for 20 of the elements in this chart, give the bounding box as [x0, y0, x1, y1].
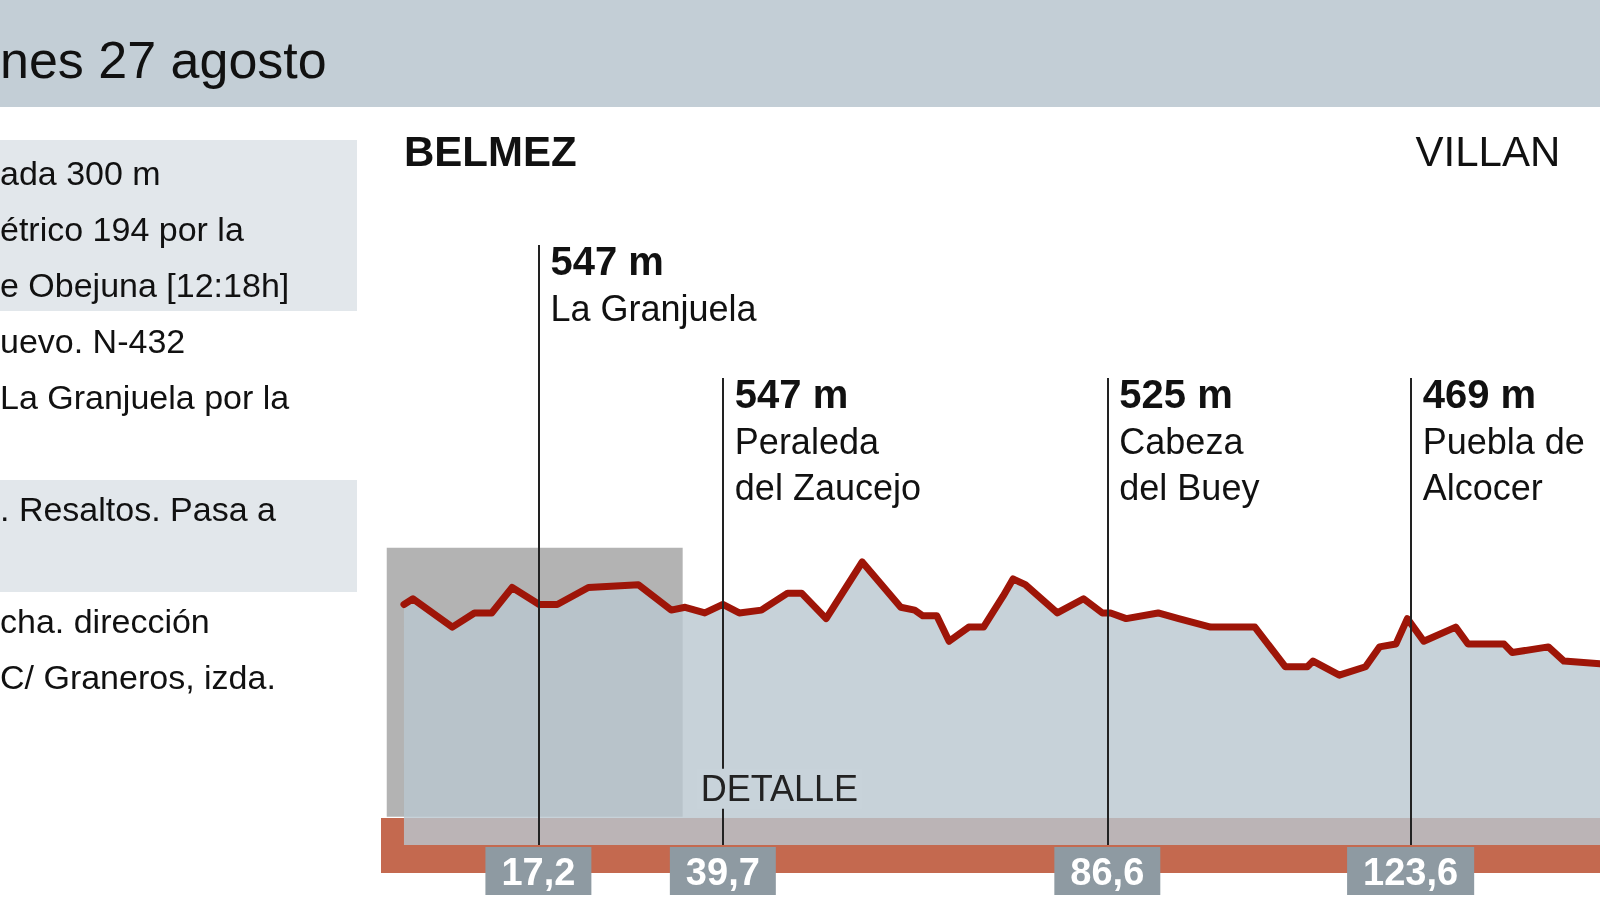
ref-line-label: 525 m Cabeza del Buey	[1119, 372, 1260, 508]
ref-line-label: 547 m Peraleda del Zaucejo	[734, 372, 921, 508]
chart-title: nes 27 agosto	[0, 30, 327, 90]
x-tick-label: 39,7	[685, 851, 760, 893]
band-label: DETALLE	[700, 768, 859, 810]
text: ada 300 m	[0, 153, 161, 193]
text: uevo. N-432	[0, 321, 186, 361]
x-tick-label: 86,6	[1070, 851, 1145, 893]
ref-line-label: 469 m Puebla de Alcocer	[1422, 372, 1585, 508]
x-tick-label: 17,2	[501, 851, 576, 893]
ref-line-label: 547 m La Granjuela	[550, 239, 758, 329]
text: . Resaltos. Pasa a	[0, 489, 276, 529]
text: La Granjuela por la	[0, 377, 290, 417]
text: C/ Graneros, izda.	[0, 657, 276, 697]
text: VILLAN	[1415, 127, 1561, 175]
x-tick-label: 123,6	[1363, 851, 1459, 893]
text: étrico 194 por la	[0, 209, 244, 249]
text: cha. dirección	[0, 601, 210, 641]
text: e Obejuna [12:18h]	[0, 265, 290, 305]
text: BELMEZ	[403, 127, 577, 175]
